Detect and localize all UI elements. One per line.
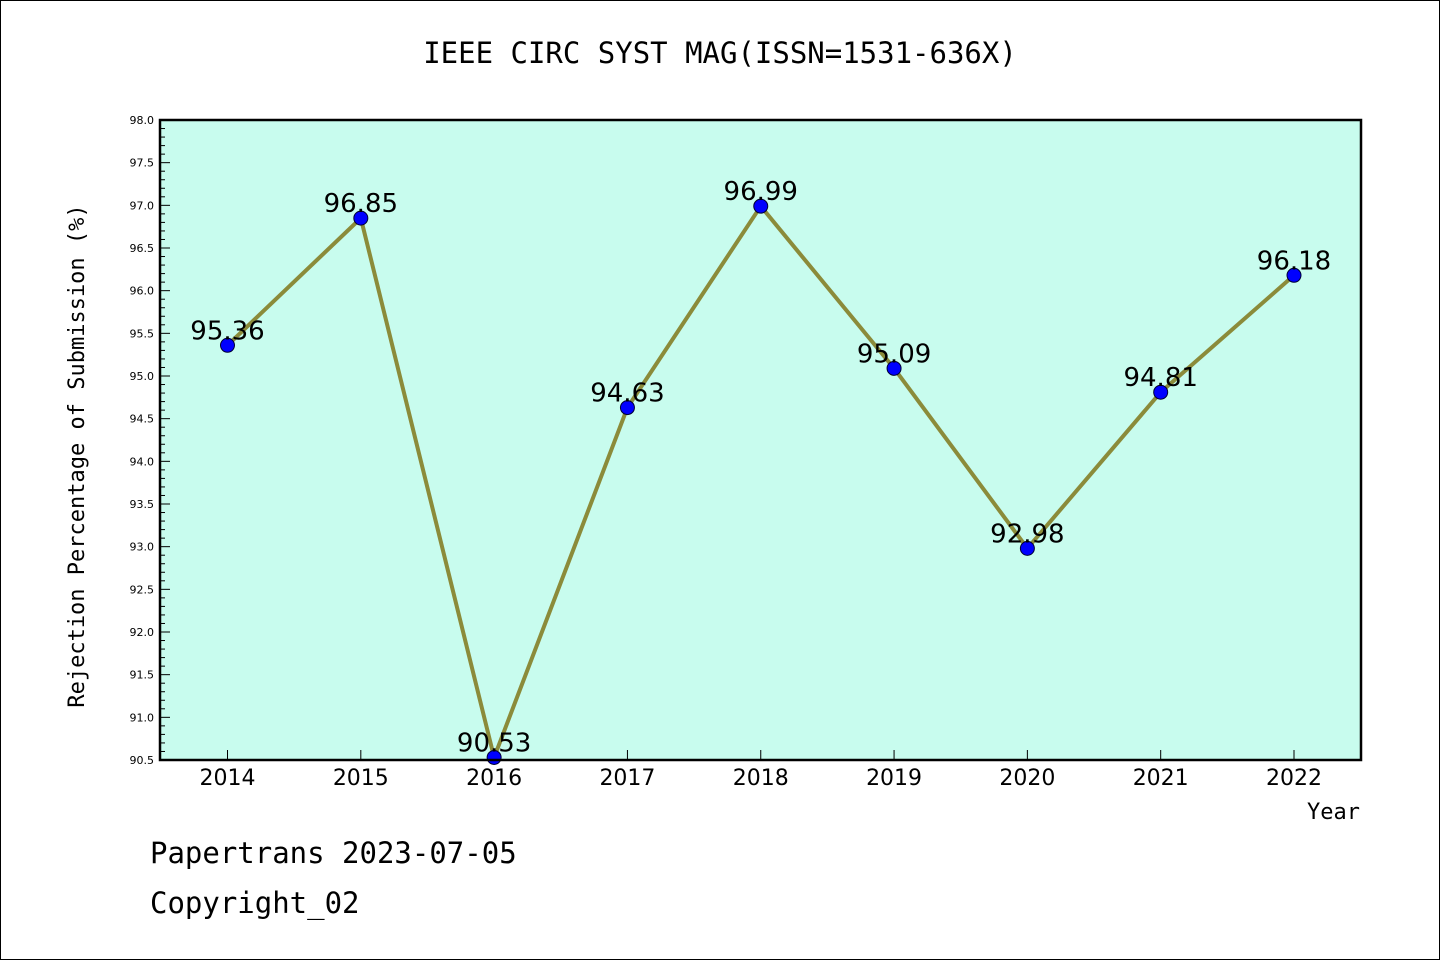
y-tick-label: 96.5 [130,242,155,255]
y-tick-label: 91.5 [130,669,155,682]
data-label: 95.36 [190,316,264,346]
y-tick-label: 95.0 [130,370,155,383]
data-point [753,198,769,214]
x-tick-label: 2016 [466,766,522,791]
data-point [220,337,235,353]
data-point [619,400,635,416]
y-tick-label: 98.0 [130,114,155,127]
data-label: 94.81 [1123,363,1197,393]
series-markers [220,198,1302,765]
data-labels: 95.36 96.85 90.53 94.63 96.99 95.09 92.98 94.81… [190,177,1331,758]
x-tick-label: 2015 [333,766,389,791]
x-axis-label: Year [1307,800,1360,825]
y-tick-label: 92.0 [130,626,155,639]
footer-copyright: Copyright_02 [150,886,360,920]
data-point [1286,267,1302,283]
data-point [353,210,369,226]
x-tick-label: 2017 [599,766,655,791]
y-tick-label: 97.5 [130,157,155,170]
data-point [1153,384,1169,400]
data-point [1019,540,1035,556]
y-tick-label: 93.0 [130,541,155,554]
y-tick-label: 90.5 [130,754,155,767]
x-axis-ticks: 2014 2015 2016 2017 2018 2019 2020 2021 2022 [200,750,1322,791]
data-label: 90.53 [457,728,531,758]
x-tick-label: 2022 [1266,766,1322,791]
plot-area [160,120,1361,760]
data-label: 95.09 [857,339,931,369]
y-tick-label: 93.5 [130,498,155,511]
plot-border [158,118,1363,762]
y-tick-label: 94.0 [130,455,155,468]
x-tick-label: 2021 [1133,766,1189,791]
x-tick-label: 2014 [200,766,256,791]
y-tick-label: 94.5 [130,413,155,426]
y-tick-label: 95.5 [130,327,155,340]
chart-title: IEEE CIRC SYST MAG(ISSN=1531-636X) [423,36,1017,70]
data-label: 96.85 [324,189,398,219]
x-tick-label: 2020 [999,766,1055,791]
x-tick-label: 2019 [866,766,922,791]
data-label: 96.18 [1257,246,1331,276]
data-label: 96.99 [724,177,798,207]
y-axis-label: Rejection Percentage of Submission (%) [65,204,90,707]
x-tick-label: 2018 [733,766,789,791]
y-tick-label: 92.5 [130,583,155,596]
y-tick-label: 96.0 [130,285,155,298]
y-tick-label: 91.0 [130,711,155,724]
data-label: 92.98 [990,519,1064,549]
footer-date: Papertrans 2023-07-05 [150,836,517,870]
data-label: 94.63 [590,379,664,409]
y-tick-label: 97.0 [130,199,155,212]
data-point [886,360,902,376]
